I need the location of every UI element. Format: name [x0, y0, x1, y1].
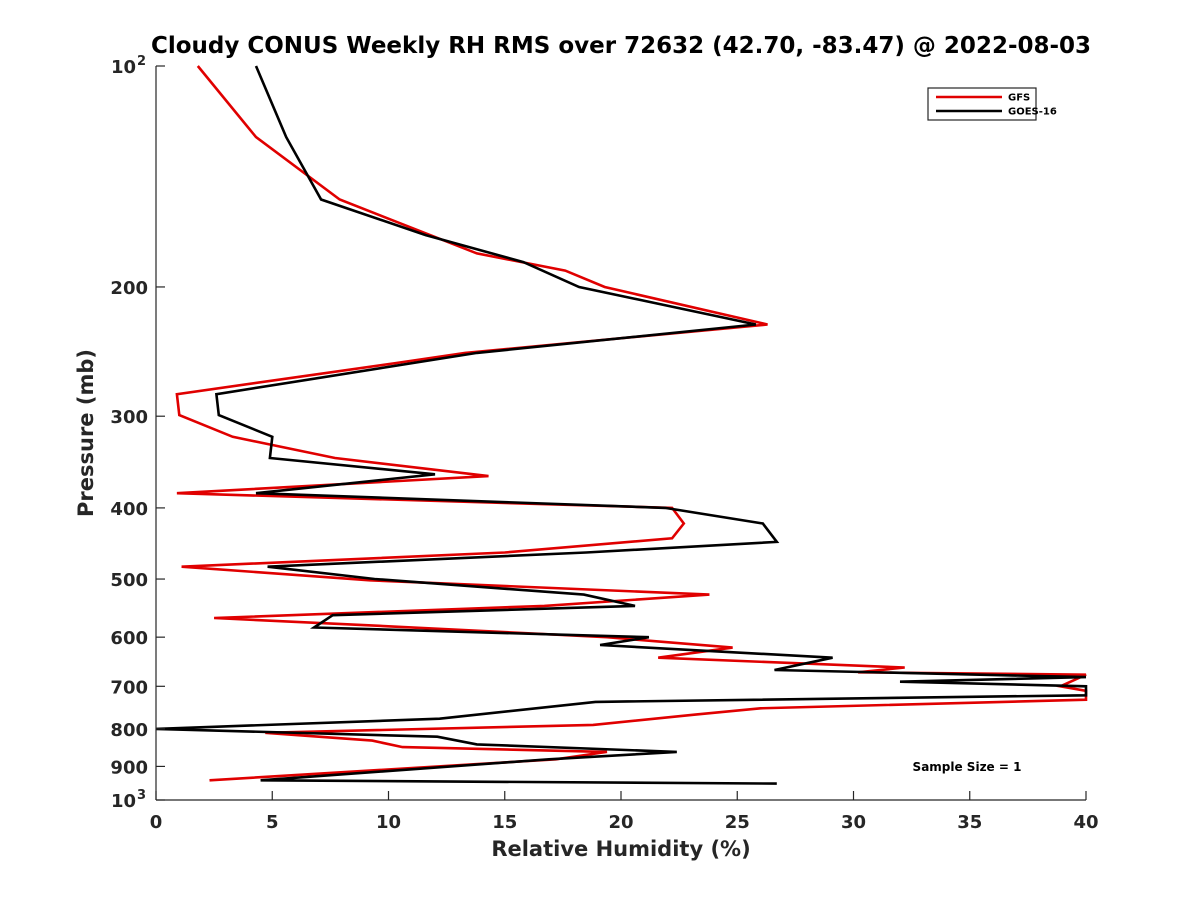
x-axis-label: Relative Humidity (%)	[491, 837, 750, 861]
x-tick-label: 10	[376, 812, 401, 833]
series-layer	[155, 65, 1088, 785]
y-tick-label: 10	[111, 57, 136, 78]
y-tick-label: 900	[110, 757, 148, 778]
legend: GFS GOES-16	[927, 87, 1057, 121]
y-axis-label: Pressure (mb)	[74, 349, 98, 517]
y-tick-label: 10	[111, 791, 136, 812]
y-tick-label: 400	[110, 499, 148, 520]
x-tick-label: 5	[266, 812, 279, 833]
y-tick-label: 600	[110, 628, 148, 649]
x-tick-label: 30	[841, 812, 866, 833]
series-line-goes-16	[155, 65, 1088, 785]
sample-size-annotation: Sample Size = 1	[913, 760, 1022, 774]
x-tick-label: 15	[492, 812, 517, 833]
y-tick-label: 700	[110, 677, 148, 698]
x-tick-label: 40	[1073, 812, 1098, 833]
y-tick-label: 800	[110, 720, 148, 741]
y-tick-exponent: 3	[137, 788, 146, 803]
x-tick-label: 20	[608, 812, 633, 833]
series-line-gfs	[175, 65, 1088, 782]
y-tick-exponent: 2	[137, 54, 146, 69]
chart-title: Cloudy CONUS Weekly RH RMS over 72632 (4…	[151, 33, 1091, 59]
y-tick-label: 200	[110, 278, 148, 299]
legend-label: GFS	[1008, 93, 1030, 104]
y-tick-label: 500	[110, 570, 148, 591]
legend-label: GOES-16	[1008, 107, 1057, 118]
x-tick-label: 35	[957, 812, 982, 833]
x-tick-label: 0	[150, 812, 163, 833]
legend-box	[927, 87, 1037, 121]
x-tick-label: 25	[725, 812, 750, 833]
y-tick-label: 300	[110, 407, 148, 428]
